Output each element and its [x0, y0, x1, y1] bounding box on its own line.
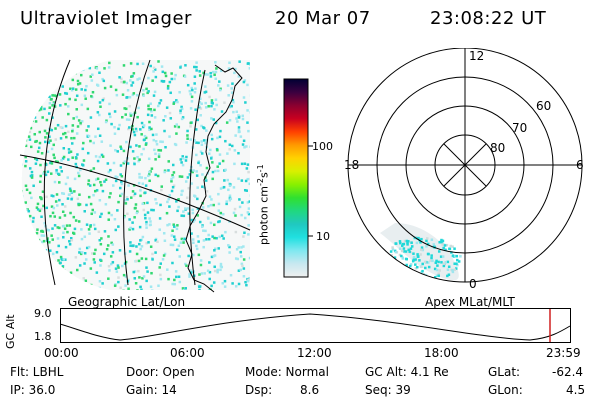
- mlat-label-80: 80: [490, 141, 505, 155]
- date-label: 20 Mar 07: [275, 8, 371, 29]
- mlt-label-18: 18: [344, 158, 359, 172]
- altitude-ytick-low: 1.8: [34, 330, 52, 343]
- altitude-ylabel: GC Alt: [4, 314, 17, 349]
- colorbar-tick-100: 100: [312, 140, 333, 153]
- instrument-title: Ultraviolet Imager: [20, 8, 192, 29]
- seq-info: Seq: 39: [365, 383, 411, 397]
- geo-caption: Geographic Lat/Lon: [68, 295, 186, 309]
- coastline: [185, 64, 243, 293]
- dsp-value: 8.6: [300, 383, 320, 397]
- polar-plot: 12 18 6 0 60 70 80: [344, 48, 584, 291]
- mlt-label-12: 12: [469, 49, 484, 63]
- altitude-ytick-high: 9.0: [34, 307, 52, 320]
- mlat-label-70: 70: [512, 121, 527, 135]
- mode-info: Mode: Normal: [245, 365, 329, 379]
- glon-label: GLon:: [488, 383, 523, 397]
- geo-grid: [19, 59, 251, 286]
- xtick-1200: 12:00: [297, 346, 332, 360]
- filter-info: Flt: LBHL: [10, 365, 64, 379]
- mlt-label-0: 0: [469, 277, 477, 291]
- altitude-plot: [60, 308, 571, 343]
- xtick-1800: 18:00: [424, 346, 459, 360]
- dsp-label: Dsp:: [245, 383, 273, 397]
- aurora-image-geo: [21, 60, 251, 290]
- xtick-2359: 23:59: [546, 346, 581, 360]
- colorbar-tick-10: 10: [316, 230, 330, 243]
- mlt-label-6: 6: [576, 158, 584, 172]
- geographic-map: [19, 59, 251, 293]
- glon-value: 4.5: [566, 383, 586, 397]
- xtick-0600: 06:00: [170, 346, 205, 360]
- door-info: Door: Open: [126, 365, 195, 379]
- time-label: 23:08:22 UT: [430, 8, 547, 29]
- colorbar: [283, 78, 313, 278]
- colorbar-unit-label: photon cm-2s-1: [256, 164, 271, 245]
- xtick-0000: 00:00: [44, 346, 79, 360]
- ip-info: IP: 36.0: [10, 383, 56, 397]
- glat-value: -62.4: [552, 365, 584, 379]
- gc-alt-info: GC Alt: 4.1 Re: [365, 365, 449, 379]
- gain-info: Gain: 14: [126, 383, 177, 397]
- mlat-label-60: 60: [536, 99, 551, 113]
- glat-label: GLat:: [488, 365, 521, 379]
- polar-caption: Apex MLat/MLT: [425, 295, 515, 309]
